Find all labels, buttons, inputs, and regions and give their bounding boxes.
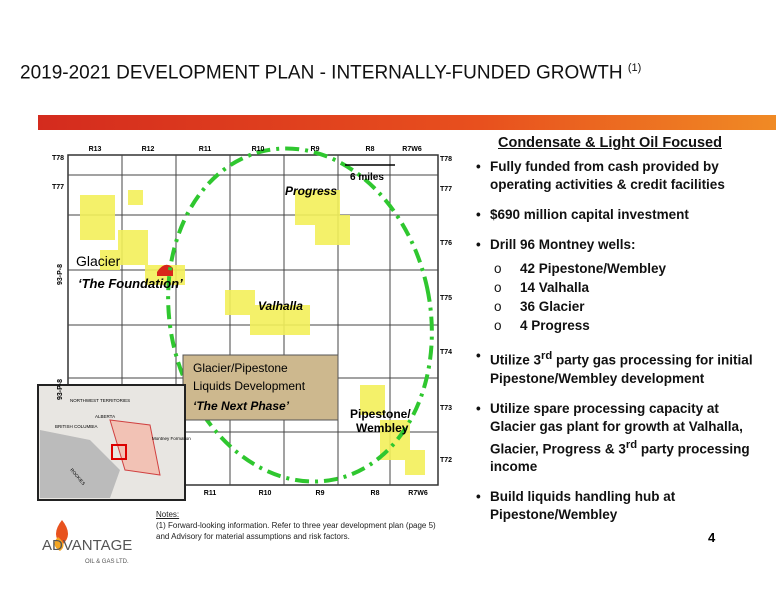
sub-bullet: 14 Valhalla [494, 279, 762, 297]
bullet: Utilize 3rd party gas processing for ini… [476, 347, 762, 388]
sub-bullet: 42 Pipestone/Wembley [494, 260, 762, 278]
sub-bullet: 36 Glacier [494, 298, 762, 316]
bullet-text: party processing income [490, 441, 750, 474]
bullet: $690 million capital investment [476, 206, 762, 224]
sub-list: 42 Pipestone/Wembley14 Valhalla36 Glacie… [490, 260, 762, 335]
bullet-sup: rd [541, 350, 553, 362]
map-label: T72 [440, 457, 452, 464]
bullet-text: Utilize 3 [490, 352, 542, 368]
map-label: NORTHWEST TERRITORIES [70, 398, 130, 403]
map-label: R11 [199, 146, 212, 153]
map-label: R9 [311, 146, 320, 153]
map-label: ‘The Foundation’ [78, 276, 183, 291]
logo-name: ADVANTAGE [42, 537, 132, 554]
map-label: R9 [316, 490, 325, 497]
map-label: R7W6 [402, 146, 422, 153]
map-label: Pipestone/ [350, 407, 411, 421]
notes: Notes: (1) Forward-looking information. R… [156, 509, 446, 542]
bullet-text: Drill 96 Montney wells: [490, 237, 636, 252]
bullet: Utilize spare processing capacity at Gla… [476, 400, 762, 477]
map-label: Wembley [356, 421, 409, 435]
map-label: ‘The Next Phase’ [193, 399, 290, 413]
map-label: R10 [259, 490, 272, 497]
map-label: R8 [371, 490, 380, 497]
map-label: R10 [252, 146, 265, 153]
bullet-text: $690 million capital investment [490, 207, 689, 222]
notes-text: (1) Forward-looking information. Refer t… [156, 521, 436, 541]
map-label: Valhalla [258, 299, 303, 313]
map-label: T78 [440, 156, 452, 163]
map-label: T76 [440, 240, 452, 247]
map-label: Glacier [76, 253, 121, 269]
map-label: R12 [142, 146, 155, 153]
logo: ADVANTAGE OIL & GAS LTD. [42, 520, 132, 565]
notes-heading: Notes: [156, 510, 180, 519]
map-label: T73 [440, 405, 452, 412]
map-label: T78 [52, 155, 64, 162]
map-label: ALBERTA [95, 414, 115, 419]
bullet-text: party gas processing for initial Pipesto… [490, 352, 753, 386]
bullet-list: Fully funded from cash provided by opera… [472, 158, 762, 524]
slide-title: 2019-2021 DEVELOPMENT PLAN - INTERNALLY-… [20, 62, 641, 84]
map-label: BRITISH COLUMBIA [55, 424, 98, 429]
map-label: Montney Formation [152, 436, 191, 441]
map-label: T75 [440, 295, 452, 302]
bullet-text: Utilize spare processing capacity at Gla… [490, 400, 743, 457]
bullet: Drill 96 Montney wells: 42 Pipestone/Wemb… [476, 236, 762, 335]
map-label: T77 [52, 184, 64, 191]
logo-subtitle: OIL & GAS LTD. [85, 559, 129, 565]
map-label: T74 [440, 349, 452, 356]
map-label: T77 [440, 186, 452, 193]
bullet-text: Fully funded from cash provided by opera… [490, 159, 725, 192]
bullet: Build liquids handling hub at Pipestone/… [476, 488, 762, 524]
title-note: (1) [627, 62, 642, 74]
map-label: 93-P-8 [57, 379, 64, 400]
header-bar [38, 115, 776, 130]
sub-bullet: 4 Progress [494, 317, 762, 335]
map-label: R7W6 [408, 490, 428, 497]
text-panel: Condensate & Light Oil Focused Fully fun… [472, 134, 762, 536]
bullet-text: Build liquids handling hub at Pipestone/… [490, 489, 676, 522]
map-label: 6 miles [350, 172, 384, 183]
page-number: 4 [708, 530, 716, 545]
map-label: R13 [89, 146, 102, 153]
map-label: Liquids Development [193, 379, 306, 393]
bullet-sup: rd [625, 438, 638, 451]
map-label: Progress [285, 184, 337, 198]
map-label: Glacier/Pipestone [193, 361, 288, 375]
map-label: R8 [366, 146, 375, 153]
title-text: 2019-2021 DEVELOPMENT PLAN - INTERNALLY-… [20, 62, 623, 84]
bullet: Fully funded from cash provided by opera… [476, 158, 762, 194]
map: R13 R12 R11 R10 R9 R8 R7W6 R11 R10 R9 R8 R7W6 T78 T77… [37, 146, 452, 501]
map-label: R11 [204, 490, 217, 497]
map-label: 93-P-8 [57, 264, 64, 285]
panel-heading: Condensate & Light Oil Focused [498, 135, 722, 151]
